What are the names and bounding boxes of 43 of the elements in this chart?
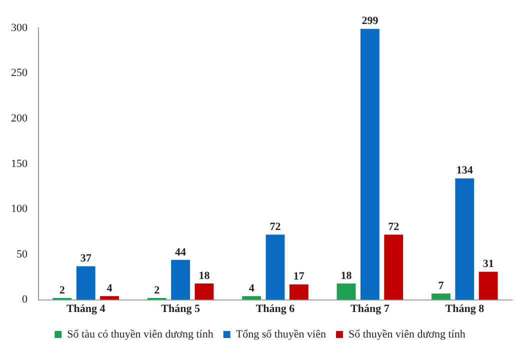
data-label: 2 (154, 284, 160, 296)
data-label: 134 (456, 164, 474, 177)
x-tick-label: Tháng 6 (256, 303, 296, 316)
y-tick-label: 300 (11, 22, 28, 34)
y-tick-label: 0 (22, 294, 28, 306)
data-label: 4 (248, 282, 255, 295)
data-label: 7 (438, 280, 444, 292)
bar (455, 178, 474, 300)
data-label: 18 (198, 270, 210, 282)
bar (266, 234, 285, 300)
bar (194, 283, 214, 300)
data-label: 18 (340, 270, 352, 282)
x-tick-label: Tháng 5 (161, 303, 200, 316)
legend-label: Số thuyền viên dương tính (348, 328, 466, 340)
bar (432, 293, 450, 300)
data-label: 2 (59, 284, 66, 296)
bar (242, 296, 262, 300)
data-label: 4 (106, 282, 113, 295)
data-label: 31 (482, 258, 494, 270)
legend-label: Tổng số thuyền viên (236, 328, 326, 340)
bar (289, 284, 308, 300)
y-tick-label: 50 (16, 248, 28, 260)
bar (384, 234, 404, 300)
data-label: 37 (80, 252, 92, 265)
y-tick-label: 150 (11, 158, 28, 170)
y-tick-label: 100 (11, 203, 28, 216)
bar (76, 266, 96, 300)
y-tick-label: 200 (11, 112, 28, 124)
data-label: 17 (293, 270, 305, 283)
data-label: 299 (362, 15, 379, 28)
bar (360, 28, 380, 300)
x-tick-label: Tháng 4 (66, 303, 106, 316)
bar (478, 272, 498, 300)
legend-label: Số tàu có thuyền viên dương tính (67, 328, 214, 340)
data-label: 44 (175, 246, 187, 258)
bar (171, 260, 190, 300)
data-label: 72 (388, 220, 400, 233)
bar (336, 283, 356, 300)
x-tick-label: Tháng 8 (445, 303, 485, 316)
bar (100, 296, 119, 300)
y-tick-label: 250 (11, 67, 28, 80)
x-tick-label: Tháng 7 (350, 303, 390, 316)
data-label: 72 (270, 220, 282, 233)
